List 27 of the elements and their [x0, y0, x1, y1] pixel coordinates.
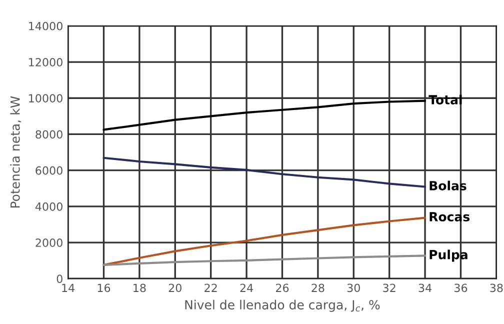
x-tick-label: 20: [168, 284, 182, 292]
x-tick-label: 30: [347, 284, 360, 292]
y-tick-label: 6000: [36, 166, 62, 175]
y-tick-label: 2000: [36, 238, 62, 247]
x-tick-label: 18: [134, 284, 146, 292]
x-tick-label: 26: [276, 284, 289, 292]
x-tick-label: 14: [62, 284, 74, 292]
y-tick-label: 14000: [29, 22, 62, 30]
y-tick-label: 4000: [35, 202, 62, 211]
line-series: [102, 216, 426, 266]
x-tick-label: 36: [454, 284, 468, 292]
y-tick-label: 10000: [29, 94, 62, 103]
line-series: [102, 156, 426, 188]
x-tick-label: 32: [383, 284, 396, 292]
x-tick-label: 16: [98, 284, 110, 292]
y-tick-label: 12000: [29, 58, 62, 66]
y-axis-title: Potencia neta, kW: [10, 96, 22, 208]
x-tick-label: 34: [418, 284, 432, 292]
line-series: [102, 254, 426, 266]
y-tick-label: 0: [56, 274, 62, 284]
x-axis-title: Nivel de llenado de carga, J$_{c}$, %: [185, 300, 380, 312]
x-tick-label: 24: [240, 284, 253, 292]
x-tick-label: 28: [312, 284, 324, 292]
line-series: [102, 100, 426, 131]
x-tick-label: 38: [490, 284, 503, 292]
x-tick-label: 22: [204, 284, 217, 292]
y-tick-label: 8000: [36, 130, 62, 139]
